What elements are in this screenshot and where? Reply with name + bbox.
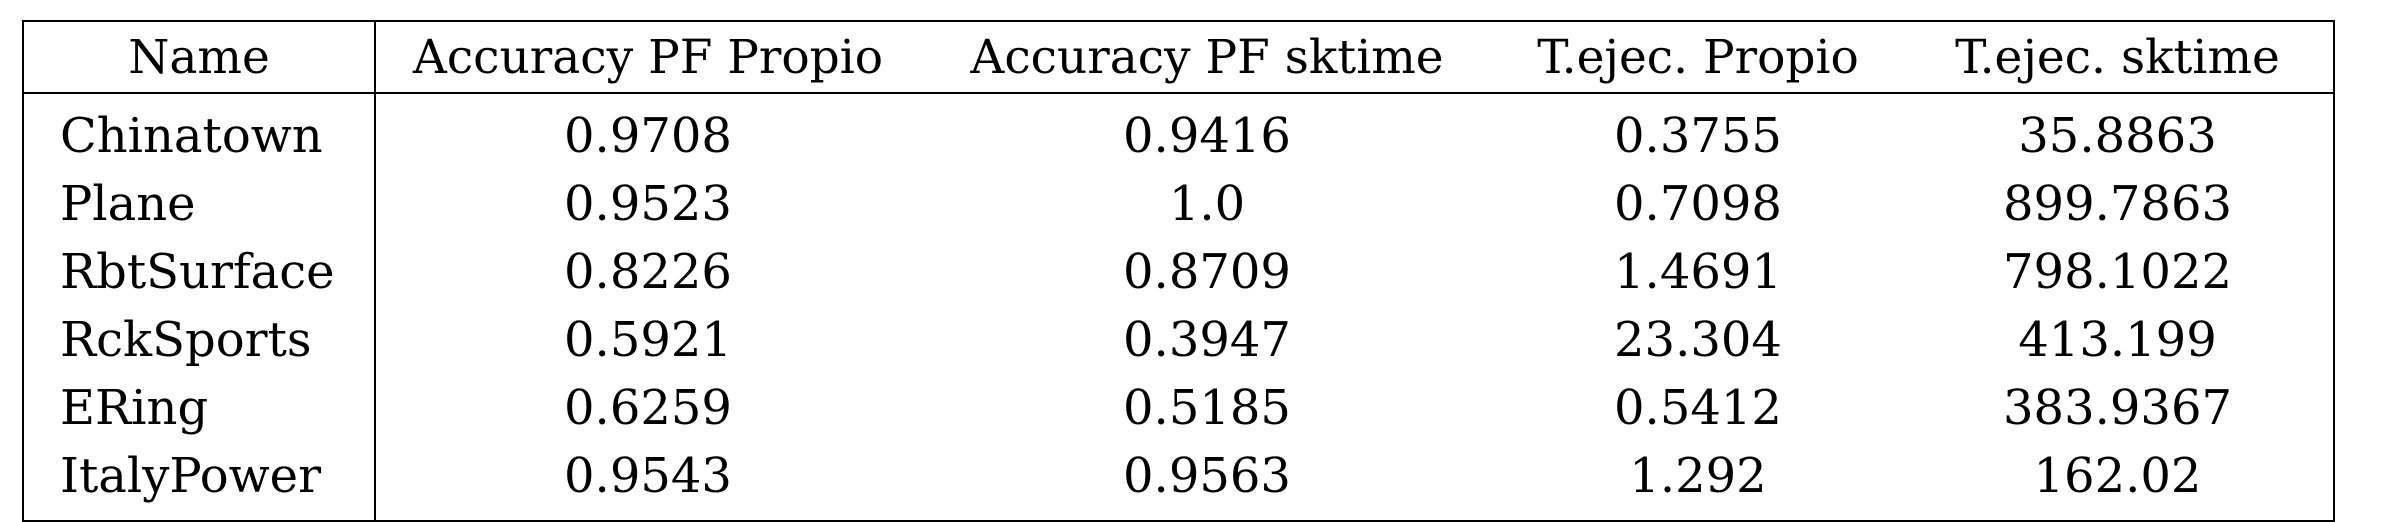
table-body: Chinatown 0.9708 0.9416 0.3755 35.8863 P…: [23, 93, 2334, 521]
header-time-sktime: T.ejec. sktime: [1902, 21, 2334, 94]
cell-accuracy-sktime: 1.0: [1168, 176, 1246, 232]
cell-name: ItalyPower: [23, 442, 376, 521]
cell-time-propio: 0.7098: [1614, 176, 1782, 232]
cell-name: RbtSurface: [23, 238, 376, 306]
cell-time-sktime: 383.9367: [2002, 380, 2233, 436]
cell-time-propio: 1.292: [1629, 448, 1767, 504]
cell-accuracy-propio: 0.5921: [564, 312, 732, 368]
cell-accuracy-sktime: 0.5185: [1123, 380, 1291, 436]
cell-name: Chinatown: [23, 93, 376, 170]
cell-name: Plane: [23, 170, 376, 238]
table-row: ERing 0.6259 0.5185 0.5412 383.9367: [23, 374, 2334, 442]
cell-time-propio: 23.304: [1614, 312, 1782, 368]
cell-accuracy-sktime: 0.9416: [1123, 108, 1291, 164]
header-name: Name: [23, 21, 376, 94]
header-row: Name Accuracy PF Propio Accuracy PF skti…: [23, 21, 2334, 94]
cell-accuracy-propio: 0.8226: [564, 244, 732, 300]
table-row: Chinatown 0.9708 0.9416 0.3755 35.8863: [23, 93, 2334, 170]
cell-name: ERing: [23, 374, 376, 442]
cell-time-propio: 0.3755: [1614, 108, 1782, 164]
table-row: ItalyPower 0.9543 0.9563 1.292 162.02: [23, 442, 2334, 521]
table-header: Name Accuracy PF Propio Accuracy PF skti…: [23, 21, 2334, 94]
header-accuracy-propio: Accuracy PF Propio: [375, 21, 920, 94]
cell-time-propio: 0.5412: [1614, 380, 1782, 436]
cell-time-sktime: 899.7863: [2002, 176, 2233, 232]
header-time-propio: T.ejec. Propio: [1494, 21, 1902, 94]
header-accuracy-sktime: Accuracy PF sktime: [920, 21, 1494, 94]
cell-accuracy-sktime: 0.3947: [1123, 312, 1291, 368]
cell-accuracy-propio: 0.9543: [564, 448, 732, 504]
cell-time-sktime: 413.199: [2018, 312, 2217, 368]
results-table: Name Accuracy PF Propio Accuracy PF skti…: [22, 20, 2335, 522]
table-row: Plane 0.9523 1.0 0.7098 899.7863: [23, 170, 2334, 238]
cell-time-sktime: 162.02: [2033, 448, 2202, 504]
table-row: RckSports 0.5921 0.3947 23.304 413.199: [23, 306, 2334, 374]
cell-time-sktime: 798.1022: [2002, 244, 2233, 300]
table-row: RbtSurface 0.8226 0.8709 1.4691 798.1022: [23, 238, 2334, 306]
cell-accuracy-propio: 0.9523: [564, 176, 732, 232]
cell-accuracy-sktime: 0.8709: [1123, 244, 1291, 300]
cell-time-sktime: 35.8863: [2018, 108, 2217, 164]
cell-name: RckSports: [23, 306, 376, 374]
cell-accuracy-sktime: 0.9563: [1123, 448, 1291, 504]
cell-accuracy-propio: 0.9708: [564, 108, 732, 164]
cell-time-propio: 1.4691: [1614, 244, 1782, 300]
cell-accuracy-propio: 0.6259: [564, 380, 732, 436]
